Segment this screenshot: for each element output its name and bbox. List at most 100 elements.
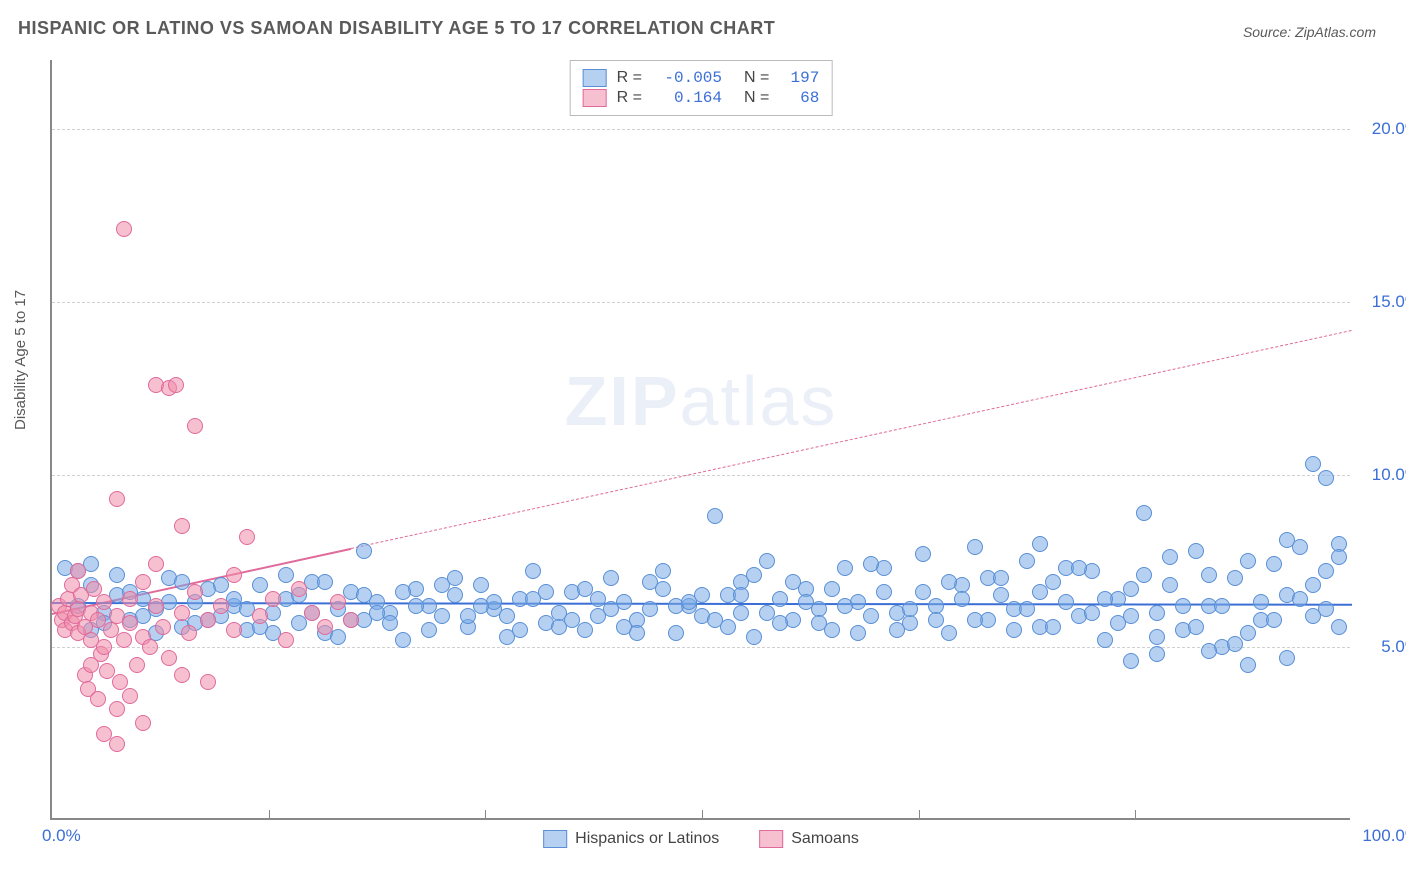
data-point	[317, 574, 333, 590]
data-point	[330, 594, 346, 610]
stat-n-value: 197	[779, 69, 819, 87]
data-point	[122, 688, 138, 704]
data-point	[1149, 646, 1165, 662]
data-point	[993, 587, 1009, 603]
stat-n-label: N =	[744, 89, 769, 107]
x-tick-min: 0.0%	[42, 826, 81, 846]
data-point	[434, 608, 450, 624]
y-tick-label: 20.0%	[1360, 119, 1406, 139]
gridline-h	[52, 302, 1350, 303]
data-point	[161, 650, 177, 666]
data-point	[1279, 532, 1295, 548]
data-point	[174, 518, 190, 534]
data-point	[135, 715, 151, 731]
data-point	[1097, 632, 1113, 648]
data-point	[304, 605, 320, 621]
data-point	[421, 622, 437, 638]
data-point	[811, 615, 827, 631]
data-point	[112, 674, 128, 690]
data-point	[252, 608, 268, 624]
data-point	[1097, 591, 1113, 607]
data-point	[278, 567, 294, 583]
data-point	[1123, 608, 1139, 624]
data-point	[525, 563, 541, 579]
x-minor-tick	[1135, 810, 1136, 820]
x-minor-tick	[702, 810, 703, 820]
data-point	[941, 574, 957, 590]
data-point	[1214, 598, 1230, 614]
bottom-legend: Hispanics or Latinos Samoans	[543, 830, 859, 848]
stat-r-value: 0.164	[652, 89, 722, 107]
data-point	[655, 563, 671, 579]
x-minor-tick	[485, 810, 486, 820]
data-point	[1149, 629, 1165, 645]
watermark: ZIPatlas	[565, 361, 838, 441]
y-tick-label: 10.0%	[1360, 465, 1406, 485]
data-point	[824, 581, 840, 597]
data-point	[629, 625, 645, 641]
data-point	[148, 598, 164, 614]
legend-label: Hispanics or Latinos	[575, 830, 719, 848]
data-point	[122, 591, 138, 607]
data-point	[1240, 553, 1256, 569]
data-point	[239, 529, 255, 545]
data-point	[1201, 643, 1217, 659]
data-point	[155, 619, 171, 635]
data-point	[1305, 577, 1321, 593]
data-point	[733, 605, 749, 621]
legend-item: Samoans	[759, 830, 859, 848]
data-point	[577, 581, 593, 597]
data-point	[408, 598, 424, 614]
data-point	[798, 594, 814, 610]
data-point	[148, 556, 164, 572]
data-point	[1227, 570, 1243, 586]
data-point	[772, 591, 788, 607]
data-point	[733, 587, 749, 603]
data-point	[772, 615, 788, 631]
data-point	[109, 701, 125, 717]
data-point	[265, 591, 281, 607]
data-point	[577, 622, 593, 638]
data-point	[395, 632, 411, 648]
data-point	[187, 418, 203, 434]
data-point	[252, 577, 268, 593]
data-point	[200, 612, 216, 628]
data-point	[473, 577, 489, 593]
legend-swatch	[759, 830, 783, 848]
data-point	[96, 639, 112, 655]
legend-swatch	[583, 89, 607, 107]
data-point	[837, 598, 853, 614]
data-point	[1162, 549, 1178, 565]
data-point	[395, 584, 411, 600]
data-point	[967, 612, 983, 628]
data-point	[1123, 581, 1139, 597]
data-point	[1266, 556, 1282, 572]
stats-row: R =-0.005N =197	[583, 69, 820, 87]
data-point	[1318, 563, 1334, 579]
data-point	[642, 601, 658, 617]
data-point	[1279, 650, 1295, 666]
data-point	[1071, 560, 1087, 576]
data-point	[1305, 456, 1321, 472]
data-point	[1201, 567, 1217, 583]
stat-n-value: 68	[779, 89, 819, 107]
data-point	[200, 674, 216, 690]
data-point	[1058, 594, 1074, 610]
data-point	[746, 629, 762, 645]
data-point	[1032, 584, 1048, 600]
data-point	[317, 619, 333, 635]
correlation-chart: HISPANIC OR LATINO VS SAMOAN DISABILITY …	[0, 0, 1406, 892]
data-point	[889, 622, 905, 638]
data-point	[915, 546, 931, 562]
legend-item: Hispanics or Latinos	[543, 830, 719, 848]
data-point	[863, 556, 879, 572]
data-point	[785, 574, 801, 590]
data-point	[369, 605, 385, 621]
data-point	[707, 508, 723, 524]
data-point	[759, 553, 775, 569]
stats-legend-box: R =-0.005N =197R = 0.164N = 68	[570, 60, 833, 116]
data-point	[174, 605, 190, 621]
chart-title: HISPANIC OR LATINO VS SAMOAN DISABILITY …	[18, 18, 775, 39]
data-point	[187, 584, 203, 600]
data-point	[109, 567, 125, 583]
